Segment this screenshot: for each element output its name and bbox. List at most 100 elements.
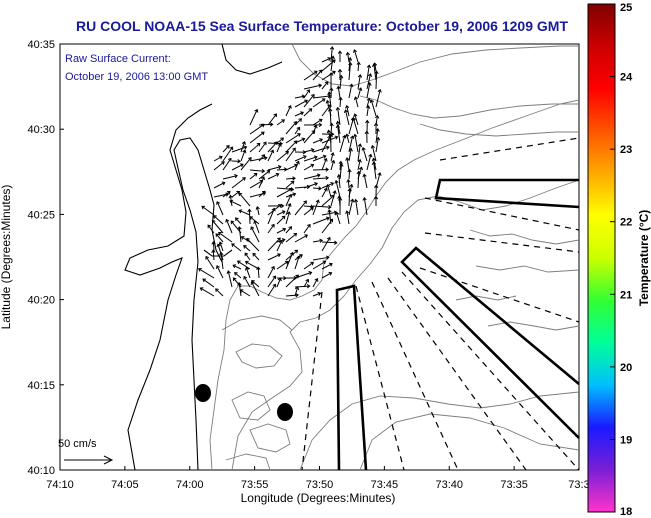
current-vector — [364, 130, 369, 144]
current-vector — [267, 275, 277, 288]
current-vector — [240, 141, 246, 153]
current-vector — [348, 147, 353, 162]
current-vector — [312, 216, 330, 225]
current-vector — [267, 172, 280, 180]
current-vector — [366, 153, 373, 171]
current-vector — [352, 49, 359, 63]
current-vector — [362, 196, 368, 216]
current-vector — [237, 226, 242, 243]
current-vector — [312, 98, 326, 108]
current-vector — [321, 57, 332, 63]
x-axis-label: Longitude (Degrees:Minutes) — [241, 491, 396, 505]
current-vector — [231, 190, 241, 198]
colorbar-ticks: 25 24 23 22 21 20 19 18 — [610, 2, 633, 518]
current-vector — [250, 281, 260, 297]
current-vector — [225, 218, 233, 234]
current-vector — [285, 251, 294, 270]
current-vector — [267, 253, 281, 261]
current-vector — [345, 157, 350, 171]
current-vector — [216, 243, 224, 261]
station-marker — [277, 403, 293, 421]
current-vector — [231, 163, 244, 171]
current-vector — [321, 271, 333, 279]
current-vector — [321, 81, 329, 90]
current-vector — [312, 138, 324, 144]
x-tick-label: 74:00 — [176, 479, 204, 491]
current-vector — [312, 199, 320, 216]
current-vector — [337, 197, 343, 216]
current-vector — [339, 134, 347, 153]
y-tick-label: 40:10 — [27, 465, 55, 477]
current-vector — [353, 96, 359, 108]
current-vector — [276, 277, 282, 288]
current-vector — [294, 118, 303, 126]
current-vector — [328, 72, 334, 90]
current-vector — [256, 266, 261, 279]
current-vector — [366, 97, 371, 108]
current-vector — [222, 190, 231, 198]
current-vector — [303, 89, 311, 99]
current-vector — [345, 104, 350, 117]
current-vector — [218, 232, 233, 243]
current-vector — [267, 165, 282, 171]
current-vector — [267, 283, 277, 297]
current-vector — [240, 236, 251, 243]
x-tick-label: 73:55 — [241, 479, 269, 491]
station-marker — [195, 384, 211, 402]
current-vector — [285, 133, 301, 144]
current-vector — [276, 215, 286, 225]
x-tick-label: 73:3 — [568, 479, 589, 491]
current-vector — [276, 275, 287, 281]
current-vector — [276, 210, 286, 216]
current-vector — [303, 122, 323, 128]
current-vector — [335, 106, 341, 126]
current-vector — [345, 210, 350, 225]
current-vector — [234, 272, 242, 279]
current-vector — [243, 245, 251, 252]
current-vector — [303, 261, 314, 270]
current-vector — [329, 46, 335, 63]
current-vector — [276, 119, 286, 126]
current-vector — [303, 108, 313, 117]
current-vector — [243, 275, 251, 288]
y-tick-label: 40:15 — [27, 380, 55, 392]
current-label-line-2: October 19, 2006 13:00 GMT — [65, 71, 208, 83]
y-tick-label: 40:30 — [27, 124, 55, 136]
current-vector — [258, 154, 266, 162]
current-vector — [346, 179, 351, 189]
current-vector — [353, 133, 359, 153]
current-vector — [285, 147, 296, 162]
current-vector — [328, 107, 333, 126]
colorbar-label: Temperature (°C) — [637, 210, 651, 307]
current-vector — [285, 176, 296, 181]
current-vector — [294, 200, 307, 216]
current-vector — [370, 144, 377, 162]
dashed-radials — [301, 137, 580, 471]
current-vector — [345, 133, 350, 144]
current-vector — [285, 292, 299, 298]
current-vector — [229, 199, 242, 207]
current-vector — [249, 155, 268, 162]
current-vector — [375, 88, 382, 108]
current-vector — [321, 236, 331, 252]
current-vector — [199, 287, 215, 297]
current-vector — [312, 167, 330, 172]
current-vector — [366, 64, 372, 81]
current-vector — [207, 224, 215, 234]
current-vector — [249, 142, 261, 153]
current-vector — [244, 266, 251, 279]
current-vector — [347, 168, 352, 180]
current-vector — [237, 282, 242, 297]
x-tick-labels: 74:10 74:05 74:00 73:55 73:50 73:45 73:40 73:35… — [46, 466, 590, 491]
current-vector — [267, 141, 278, 153]
current-vector — [231, 145, 248, 153]
wedge-lower — [335, 284, 368, 471]
current-vector — [215, 265, 224, 279]
current-vector — [351, 117, 359, 135]
current-vector — [312, 175, 330, 181]
current-vector — [303, 155, 318, 162]
scale-label: 50 cm/s — [58, 438, 97, 450]
current-vector — [337, 68, 343, 81]
current-vector — [267, 207, 276, 225]
current-vector — [258, 170, 271, 180]
